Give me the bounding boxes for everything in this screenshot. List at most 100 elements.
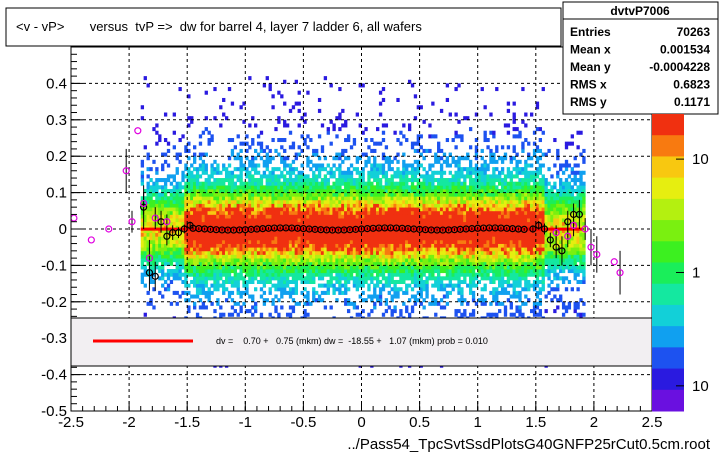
heatmap-cell — [416, 163, 420, 168]
heatmap-cell — [495, 236, 499, 241]
heatmap-cell — [483, 163, 487, 168]
heatmap-cell — [323, 261, 328, 266]
heatmap-cell — [361, 239, 365, 244]
heatmap-cell — [370, 163, 374, 168]
heatmap-cell — [300, 178, 304, 183]
heatmap-cell — [152, 258, 156, 263]
heatmap-cell — [367, 225, 371, 230]
heatmap-cell — [468, 218, 473, 223]
heatmap-cell — [399, 218, 403, 223]
heatmap-cell — [303, 196, 307, 201]
heatmap-cell — [283, 79, 287, 84]
heatmap-cell — [376, 225, 380, 230]
heatmap-cell — [396, 236, 400, 241]
heatmap-cell — [364, 272, 368, 277]
heatmap-cell — [271, 276, 275, 281]
heatmap-cell — [271, 221, 275, 226]
heatmap-cell — [381, 254, 386, 259]
heatmap-cell — [503, 258, 508, 263]
heatmap-cell — [190, 218, 194, 223]
heatmap-cell — [407, 261, 412, 266]
heatmap-cell — [390, 312, 394, 317]
heatmap-cell — [364, 163, 368, 168]
heatmap-cell — [230, 305, 235, 310]
heatmap-cell — [503, 192, 508, 197]
heatmap-cell — [326, 283, 330, 288]
heatmap-cell — [245, 236, 249, 241]
heatmap-cell — [335, 156, 339, 161]
heatmap-cell — [230, 203, 235, 208]
heatmap-cell — [152, 188, 156, 193]
heatmap-cell — [483, 174, 487, 179]
heatmap-cell — [285, 279, 290, 284]
heatmap-cell — [390, 181, 394, 186]
heatmap-cell — [346, 250, 351, 255]
heatmap-cell — [442, 239, 447, 244]
heatmap-cell — [503, 236, 508, 241]
heatmap-cell — [471, 185, 476, 190]
heatmap-cell — [187, 250, 191, 255]
heatmap-cell — [367, 207, 371, 212]
heatmap-cell — [451, 210, 455, 215]
heatmap-cell — [335, 265, 339, 270]
heatmap-cell — [480, 87, 484, 92]
heatmap-cell — [349, 221, 354, 226]
heatmap-cell — [425, 243, 429, 248]
heatmap-cell — [428, 301, 432, 306]
heatmap-cell — [402, 232, 406, 237]
heatmap-cell — [175, 188, 179, 193]
heatmap-cell — [483, 298, 487, 303]
heatmap-cell — [457, 309, 461, 314]
heatmap-cell — [178, 258, 182, 263]
heatmap-cell — [495, 214, 499, 219]
heatmap-cell — [428, 214, 432, 219]
heatmap-cell — [422, 221, 426, 226]
heatmap-cell — [457, 279, 461, 284]
heatmap-cell — [454, 250, 458, 255]
heatmap-cell — [495, 159, 499, 164]
heatmap-cell — [402, 236, 406, 241]
heatmap-cell — [280, 225, 284, 230]
heatmap-cell — [146, 214, 150, 219]
heatmap-cell — [381, 287, 386, 292]
heatmap-cell — [419, 203, 423, 208]
heatmap-cell — [280, 185, 284, 190]
heatmap-cell — [515, 225, 519, 230]
heatmap-cell — [402, 185, 406, 190]
heatmap-cell — [466, 207, 470, 212]
heatmap-cell — [187, 232, 191, 237]
heatmap-cell — [381, 247, 386, 252]
heatmap-cell — [268, 287, 272, 292]
heatmap-cell — [262, 185, 267, 190]
heatmap-cell — [468, 210, 473, 215]
heatmap-cell — [163, 225, 168, 230]
heatmap-cell — [294, 250, 298, 255]
heatmap-cell — [323, 76, 328, 81]
heatmap-cell — [239, 141, 243, 146]
heatmap-cell — [387, 181, 391, 186]
heatmap-cell — [515, 294, 519, 299]
heatmap-cell — [439, 261, 444, 266]
heatmap-cell — [323, 214, 328, 219]
heatmap-cell — [242, 290, 246, 295]
heatmap-cell — [268, 199, 272, 204]
heatmap-cell — [370, 225, 374, 230]
heatmap-cell — [166, 258, 171, 263]
heatmap-cell — [306, 199, 310, 204]
heatmap-cell — [361, 261, 365, 266]
heatmap-cell — [428, 269, 432, 274]
heatmap-cell — [489, 156, 493, 161]
heatmap-cell — [355, 156, 359, 161]
heatmap-cell — [178, 196, 182, 201]
heatmap-cell — [500, 221, 505, 226]
heatmap-cell — [500, 196, 505, 201]
heatmap-cell — [466, 236, 470, 241]
heatmap-cell — [262, 243, 267, 248]
heatmap-cell — [280, 279, 284, 284]
heatmap-cell — [384, 279, 389, 284]
heatmap-cell — [184, 283, 188, 288]
heatmap-cell — [500, 218, 505, 223]
heatmap-cell — [338, 163, 342, 168]
heatmap-cell — [437, 145, 441, 150]
heatmap-cell — [349, 243, 354, 248]
